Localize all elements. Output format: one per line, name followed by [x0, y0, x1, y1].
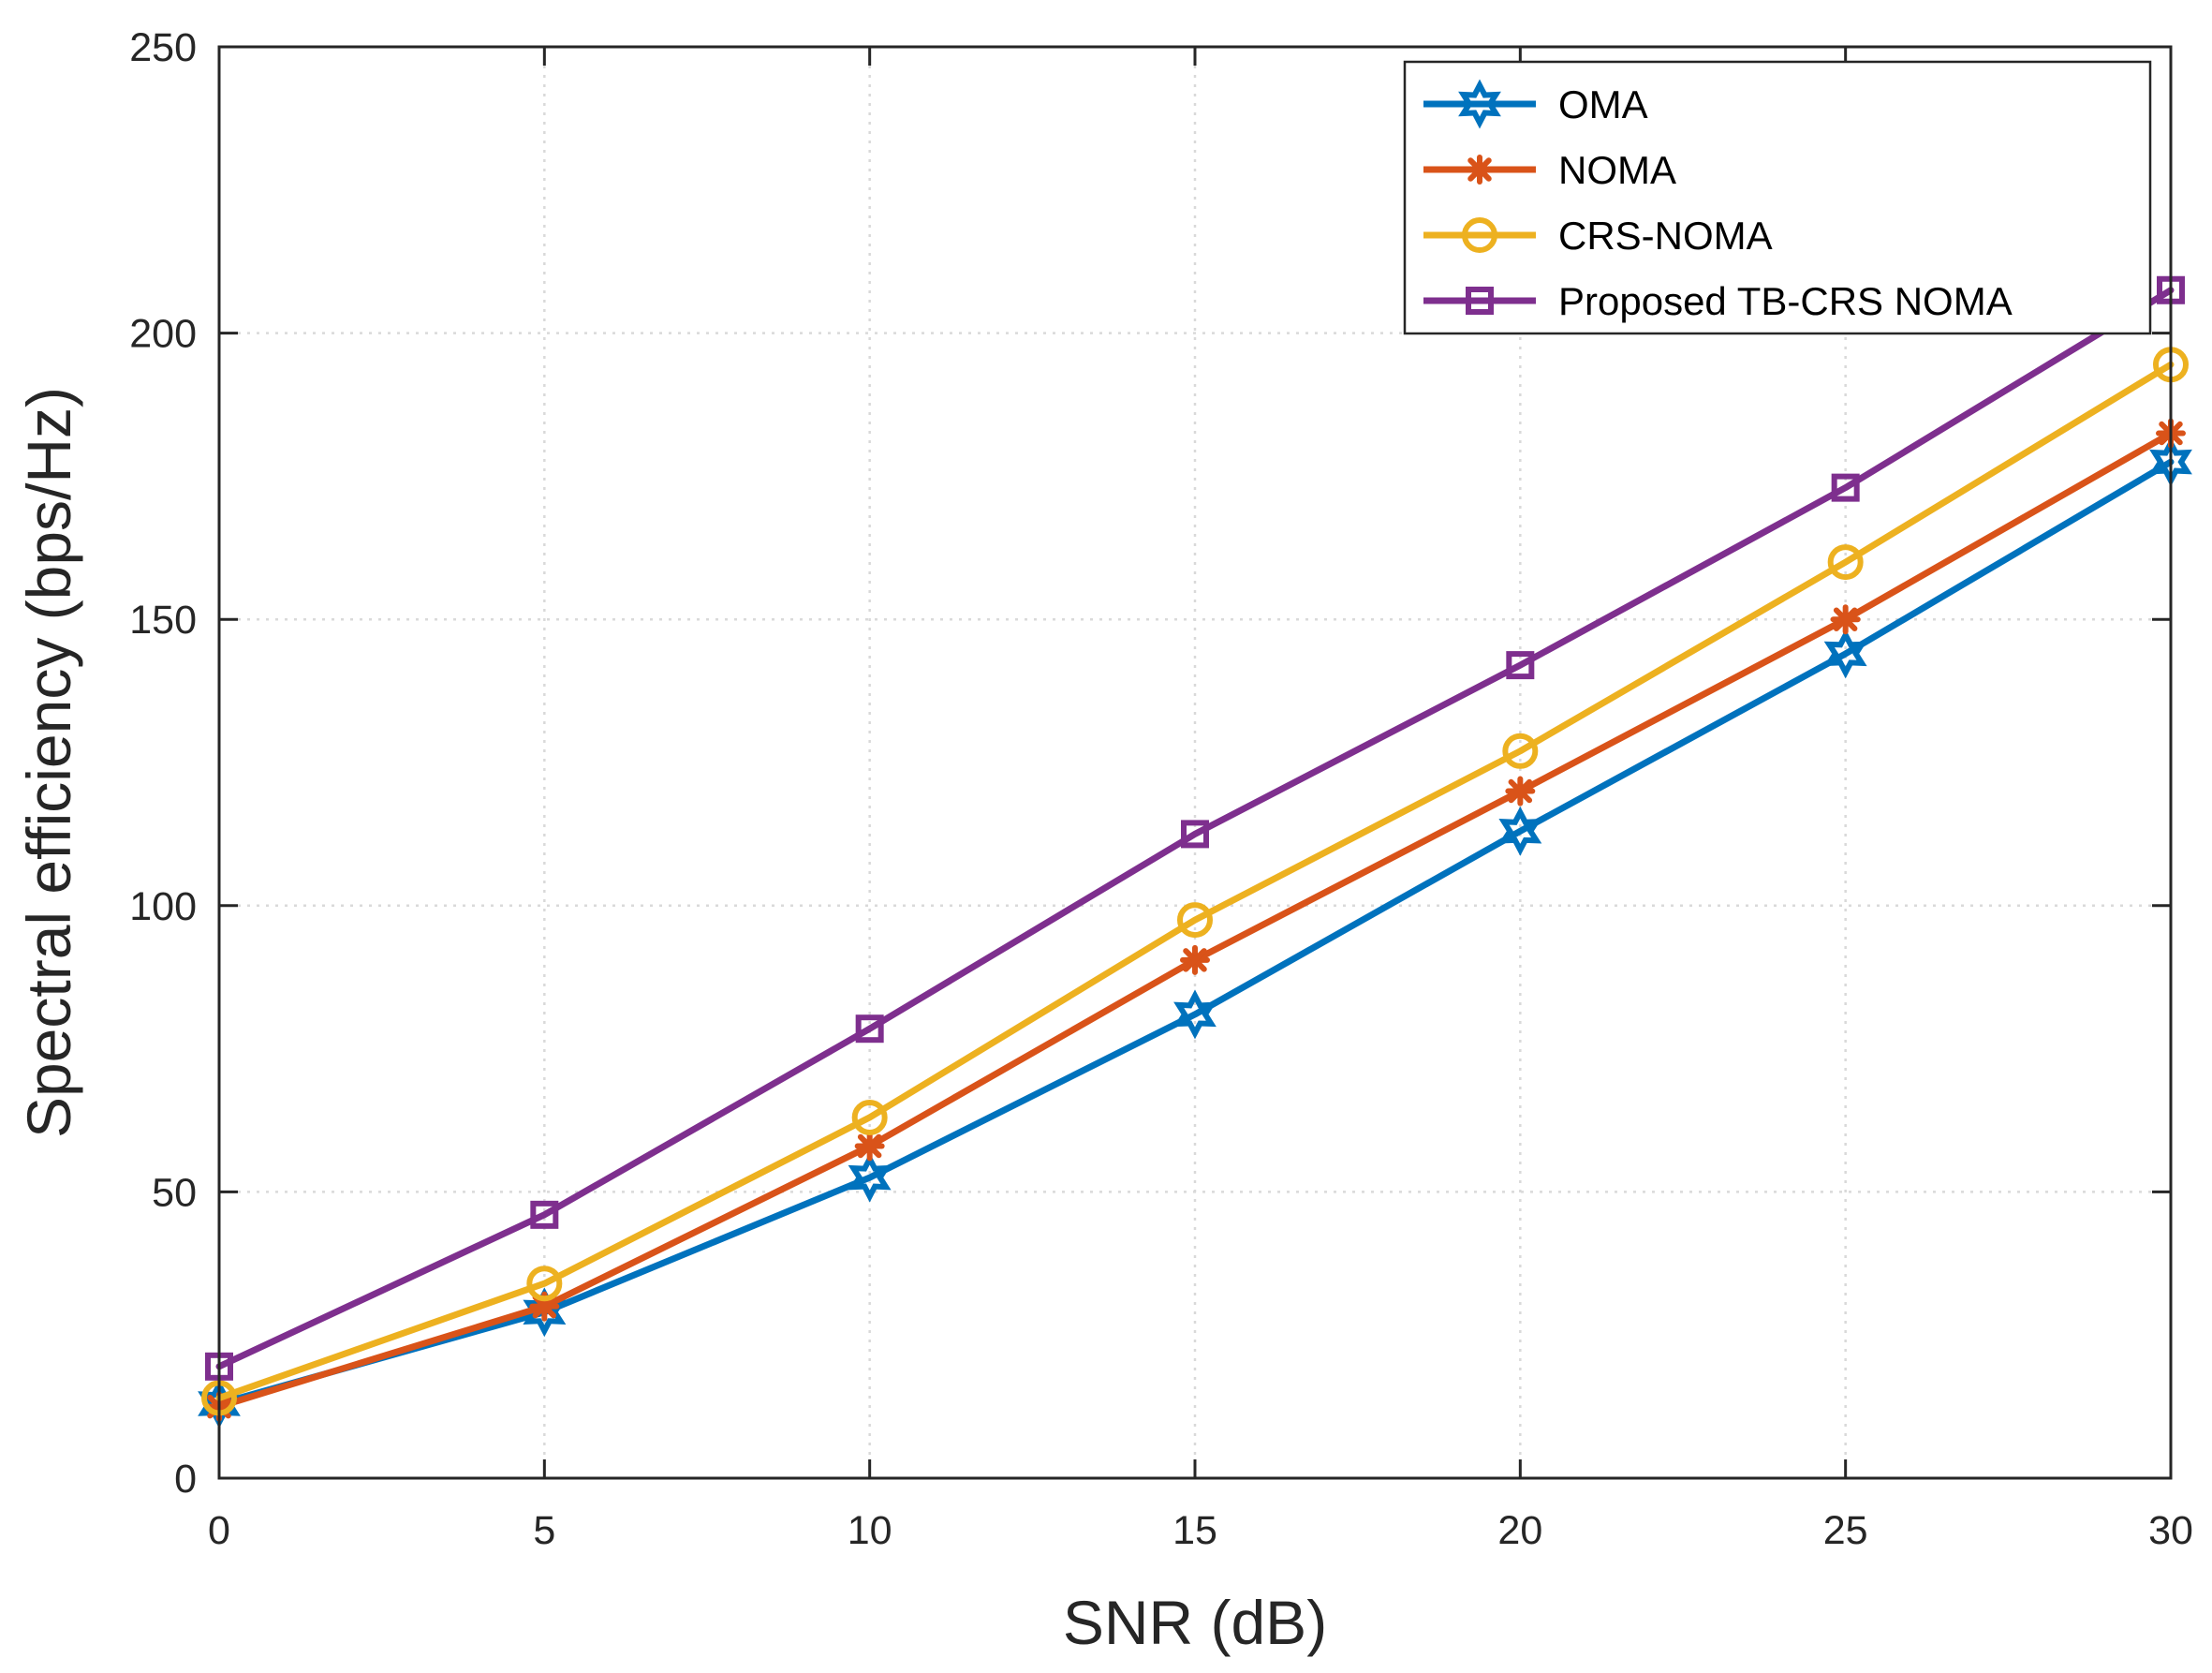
data-point	[1177, 902, 1213, 939]
data-point	[1502, 733, 1539, 769]
x-tick-label: 25	[1823, 1508, 1868, 1553]
series-line	[215, 361, 2175, 1401]
data-point	[1827, 544, 1864, 581]
legend-entry: NOMA	[1423, 148, 1676, 192]
legend-marker	[1458, 79, 1501, 129]
legend-label: CRS-NOMA	[1558, 214, 1773, 258]
legend-marker	[1465, 155, 1495, 185]
legend-entry: OMA	[1423, 79, 1648, 129]
data-point	[1498, 806, 1542, 856]
data-point	[1831, 473, 1860, 502]
x-tick-label: 30	[2148, 1508, 2193, 1553]
data-point	[1180, 944, 1210, 975]
data-point	[854, 1131, 885, 1162]
legend-marker	[1466, 287, 1494, 315]
data-point	[1506, 651, 1535, 680]
data-point	[1173, 989, 1217, 1040]
legend-marker	[1462, 217, 1497, 253]
data-point	[523, 1287, 567, 1338]
legend-label: NOMA	[1558, 148, 1676, 192]
data-point	[855, 1014, 884, 1044]
data-point	[1505, 776, 1536, 807]
data-point	[1830, 604, 1861, 635]
x-tick-label: 15	[1172, 1508, 1217, 1553]
legend-label: Proposed TB-CRS NOMA	[1558, 279, 2013, 323]
legend-label: OMA	[1558, 82, 1648, 126]
y-tick-label: 250	[129, 25, 197, 70]
y-tick-label: 150	[129, 598, 197, 643]
legend-entry: Proposed TB-CRS NOMA	[1423, 279, 2013, 323]
data-point	[851, 1099, 888, 1135]
y-axis-title: Spectral efficiency (bps/Hz)	[14, 387, 83, 1138]
data-point	[530, 1200, 559, 1229]
x-axis-title: SNR (dB)	[1063, 1588, 1327, 1657]
y-tick-label: 100	[129, 884, 197, 929]
data-point	[1181, 820, 1209, 849]
data-point	[1823, 629, 1867, 679]
legend-entry: CRS-NOMA	[1423, 214, 1773, 258]
x-tick-label: 0	[208, 1508, 230, 1553]
data-point	[526, 1266, 563, 1302]
series-layer	[198, 275, 2192, 1429]
ticks	[217, 45, 2173, 1480]
y-tick-label: 200	[129, 312, 197, 357]
y-tick-label: 0	[174, 1457, 197, 1502]
series-crs-noma	[201, 347, 2189, 1416]
x-tick-label: 10	[848, 1508, 892, 1553]
legend: OMA NOMA CRS-NOMA Proposed TB-CRS NOMA	[1403, 60, 2152, 335]
tick-labels: 0 5 10 15 20 25 30 0 50 100 150 200 250	[129, 25, 2193, 1553]
y-tick-label: 50	[152, 1170, 197, 1215]
x-tick-label: 5	[533, 1508, 555, 1553]
x-tick-label: 20	[1497, 1508, 1542, 1553]
data-point	[848, 1152, 892, 1203]
series-line	[215, 287, 2175, 1370]
